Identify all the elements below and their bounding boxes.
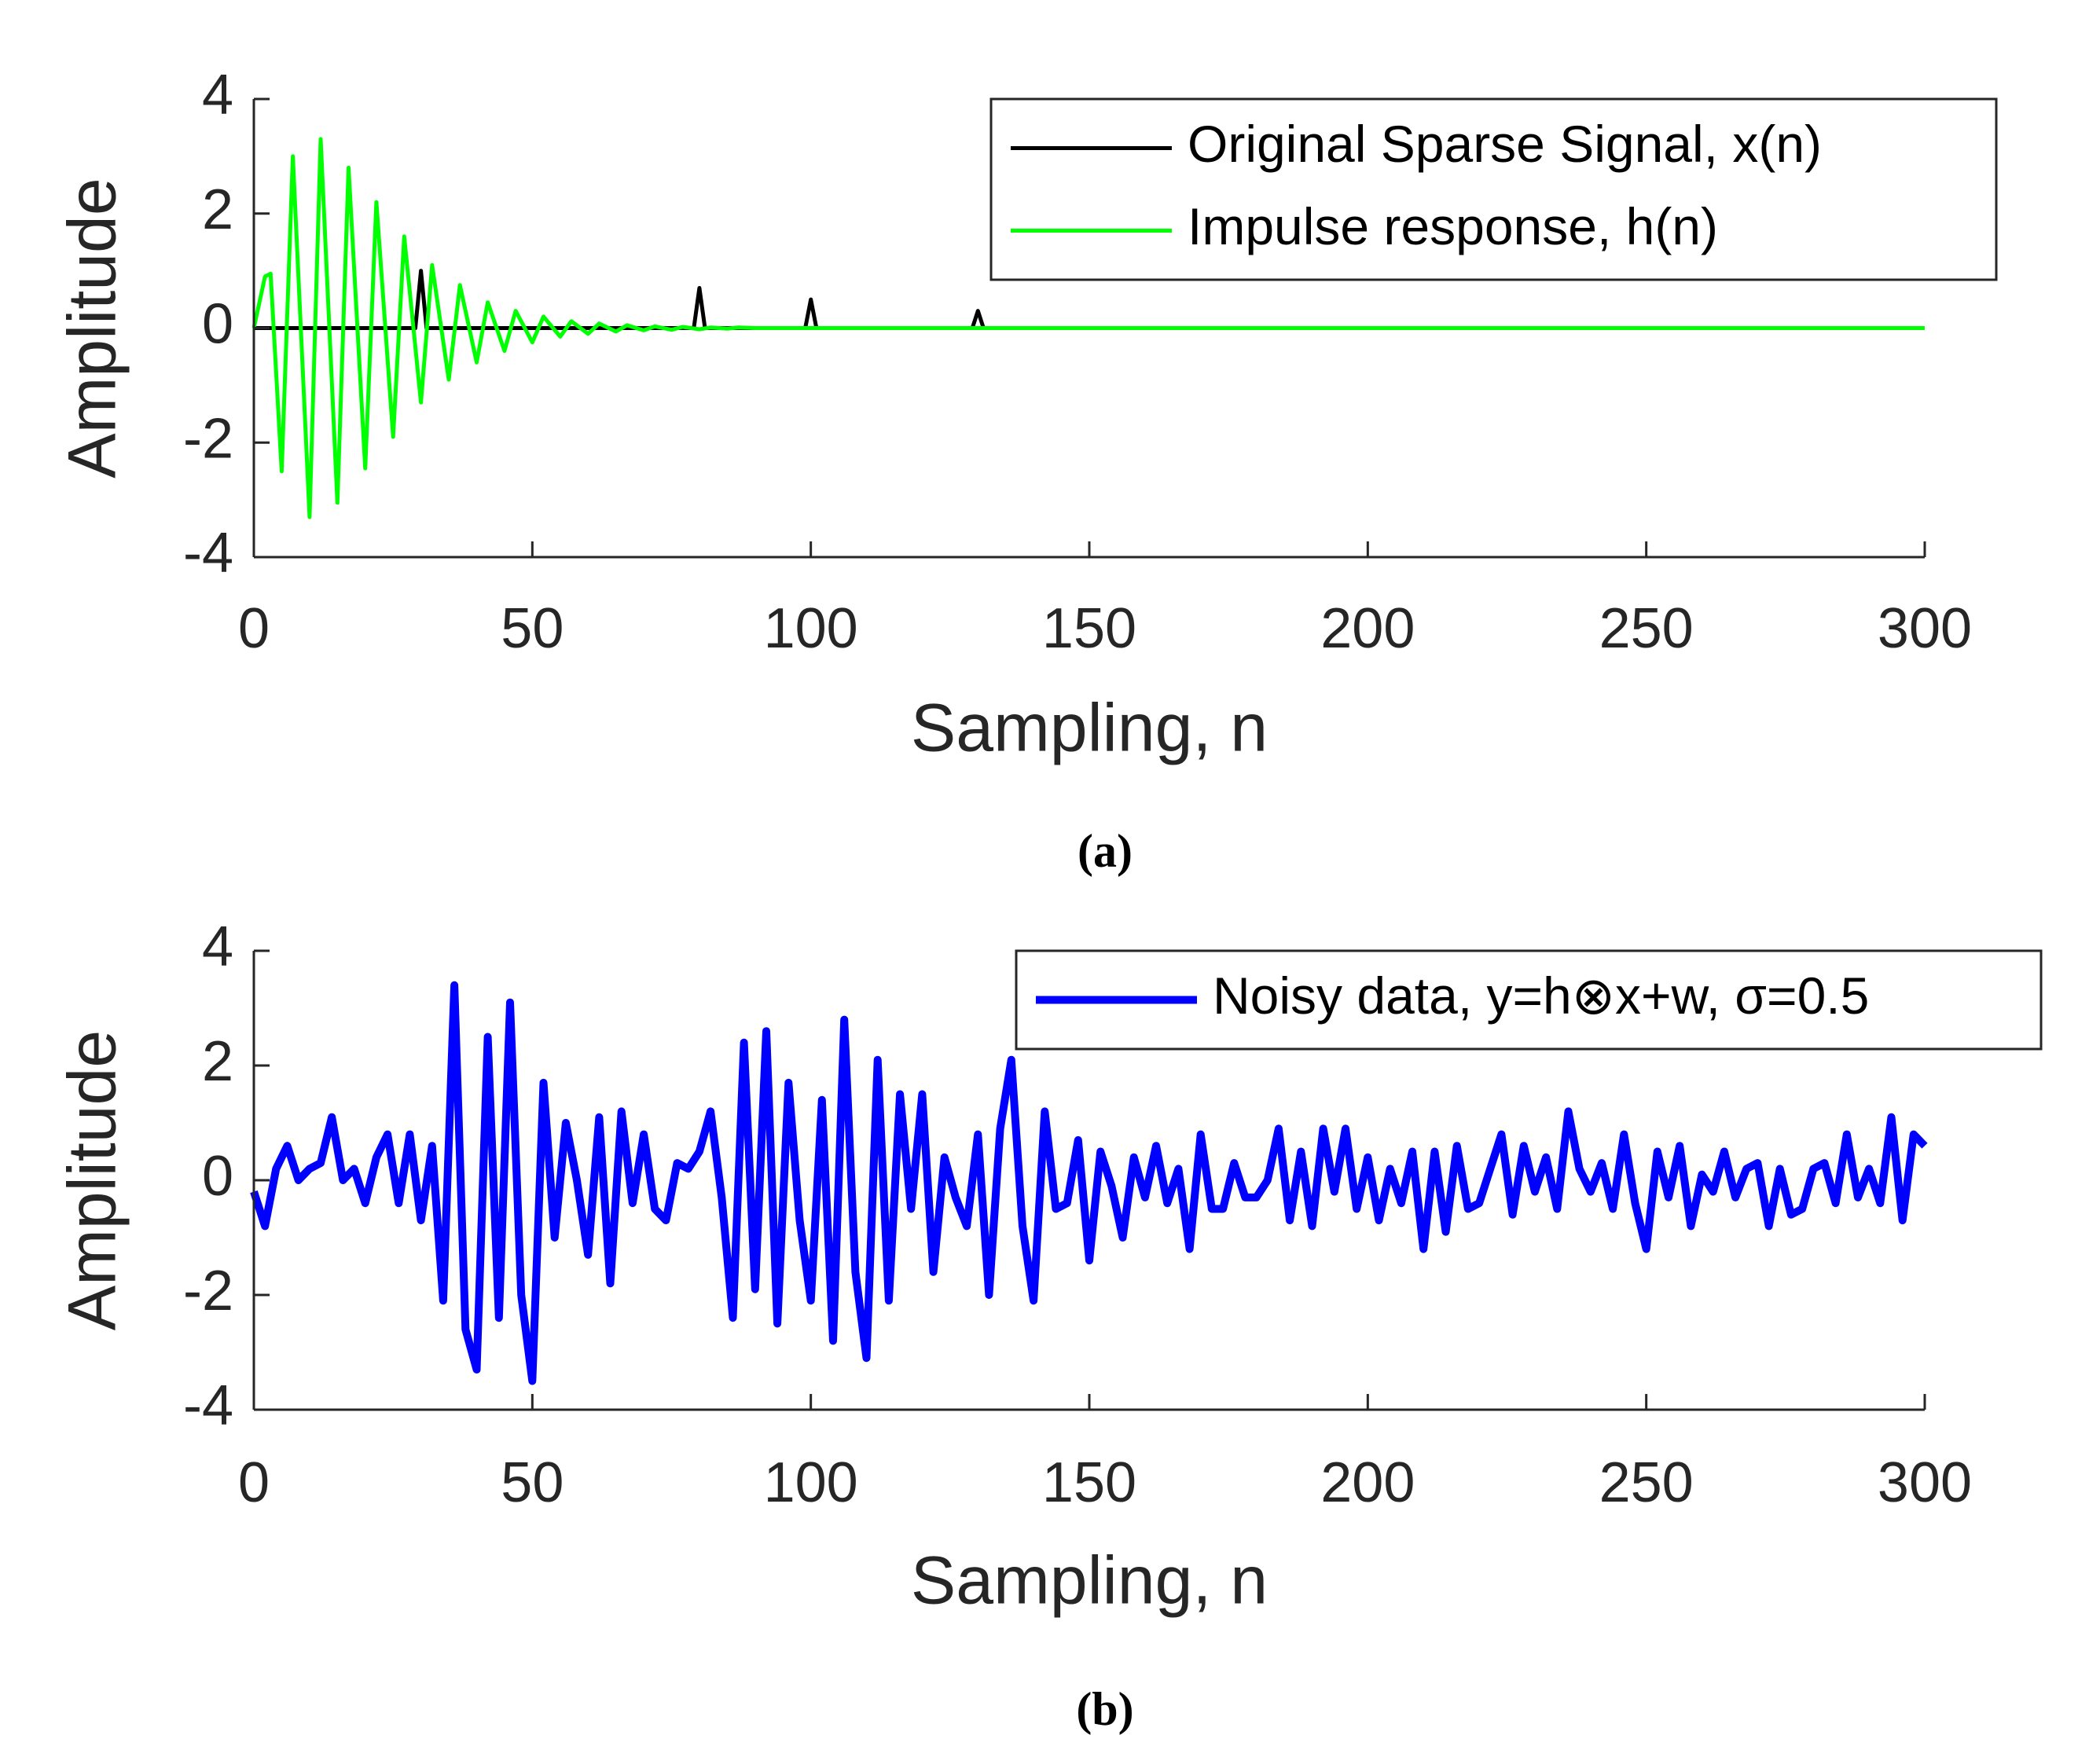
x-tick-label: 300 — [1878, 597, 1972, 660]
y-tick-label: 0 — [202, 293, 233, 356]
legend-label: Impulse response, h(n) — [1188, 197, 1718, 255]
x-tick-label: 150 — [1042, 597, 1136, 660]
y-tick-label: 0 — [202, 1145, 233, 1208]
chart: 0 50 100 150 200 250 300 -4 -2 0 2 4 Sampling, n Ampl… — [55, 64, 1998, 877]
y-tick-label: -4 — [183, 1374, 233, 1437]
x-tick-label: 200 — [1320, 1451, 1415, 1514]
x-tick-label: 250 — [1599, 1451, 1694, 1514]
y-tick-label: -2 — [183, 407, 233, 470]
x-tick-label: 0 — [238, 1451, 270, 1514]
y-tick-label: 2 — [202, 1030, 233, 1093]
x-tick-label: 300 — [1878, 1451, 1972, 1514]
x-axis-label: Sampling, n — [911, 1543, 1268, 1619]
legend-box — [989, 97, 1998, 281]
x-tick-label: 150 — [1042, 1451, 1136, 1514]
y-tick-label: 4 — [202, 915, 233, 978]
x-tick-label: 50 — [501, 597, 564, 660]
y-axis-label: Amplitude — [55, 178, 130, 478]
x-tick-label: 100 — [764, 1451, 858, 1514]
series-line — [251, 137, 1925, 519]
legend-label: Noisy data, y=h⊗x+w, σ=0.5 — [1213, 967, 1869, 1025]
y-tick-label: 2 — [202, 178, 233, 241]
x-tick-label: 200 — [1320, 597, 1415, 660]
x-tick-label: 0 — [238, 597, 270, 660]
y-tick-label: -4 — [183, 522, 233, 585]
y-axis-label: Amplitude — [55, 1030, 130, 1330]
y-tick-label: 4 — [202, 64, 233, 127]
legend-label: Original Sparse Signal, x(n) — [1188, 115, 1822, 173]
x-tick-label: 250 — [1599, 597, 1694, 660]
series-line — [250, 981, 1928, 1385]
caption: (b) — [1076, 1683, 1133, 1735]
y-tick-label: -2 — [183, 1260, 233, 1322]
x-axis-label: Sampling, n — [911, 691, 1268, 766]
x-tick-label: 50 — [501, 1451, 564, 1514]
caption: (a) — [1078, 825, 1133, 877]
x-tick-label: 100 — [764, 597, 858, 660]
chart: 0 50 100 150 200 250 300 -4 -2 0 2 4 Sampling, n Ampl… — [55, 915, 2043, 1735]
